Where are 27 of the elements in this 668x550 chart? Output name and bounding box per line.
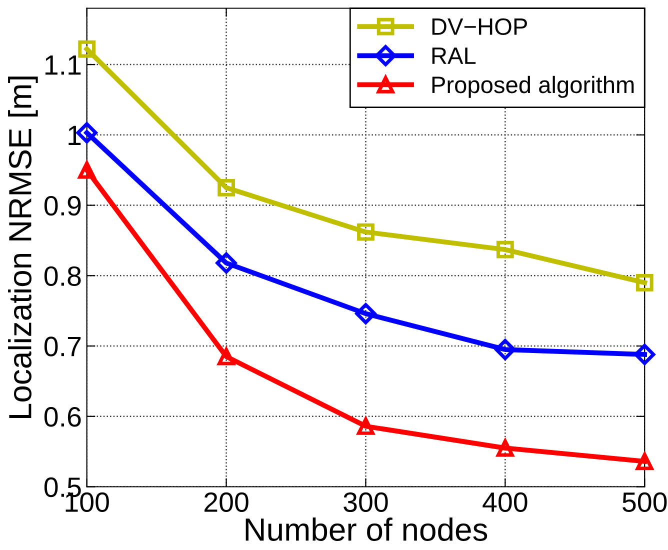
point bbox=[355, 303, 376, 324]
point bbox=[78, 161, 96, 179]
legend-label: Proposed algorithm bbox=[432, 76, 634, 98]
point bbox=[494, 338, 516, 360]
legend-label: DV−HOP bbox=[432, 18, 527, 36]
point bbox=[636, 274, 654, 292]
point bbox=[218, 179, 235, 196]
x-tick-label: 200 bbox=[204, 492, 248, 512]
x-tick-label: 500 bbox=[622, 492, 667, 512]
y-tick-label: 0.9 bbox=[44, 196, 81, 216]
x-axis-title: Number of nodes bbox=[246, 518, 488, 541]
legend-label: RAL bbox=[432, 48, 476, 64]
y-tick-label: 0.8 bbox=[44, 266, 81, 286]
x-tick-label: 300 bbox=[344, 492, 388, 512]
y-tick-label: 0.6 bbox=[44, 407, 81, 427]
y-tick-label: 0.7 bbox=[44, 336, 81, 356]
y-tick-label: 1 bbox=[68, 126, 81, 145]
point bbox=[357, 223, 374, 241]
point bbox=[634, 344, 656, 366]
point bbox=[636, 452, 654, 470]
point bbox=[496, 240, 514, 258]
point bbox=[216, 252, 237, 274]
point bbox=[218, 348, 235, 366]
point bbox=[496, 439, 514, 457]
x-tick-label: 400 bbox=[482, 492, 528, 512]
y-tick-label: 1.1 bbox=[45, 56, 81, 75]
y-axis-title: Localization NRMSE [m] bbox=[8, 76, 38, 418]
